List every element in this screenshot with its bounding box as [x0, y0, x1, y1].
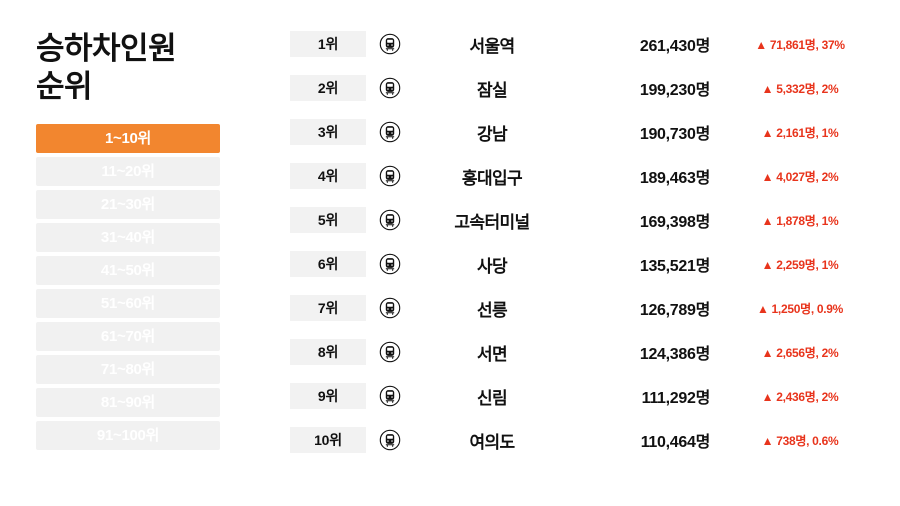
table-row[interactable]: 3위 강남 190,730명 ▲ 2,161명, 1% — [290, 110, 880, 154]
range-filter-rank-3140[interactable]: 31~40위 — [36, 222, 220, 252]
station-name: 신림 — [476, 388, 508, 408]
range-filter-rank-110[interactable]: 1~10위 — [36, 123, 220, 153]
table-row[interactable]: 8위 서면 124,386명 ▲ 2,656명, 2% — [290, 330, 880, 374]
delta-badge: ▲ 2,259명, 1% — [761, 257, 839, 272]
passenger-count: 110,464명 — [640, 434, 711, 451]
range-filter-rank-2130[interactable]: 21~30위 — [36, 189, 220, 219]
delta-badge: ▲ 5,332명, 2% — [761, 81, 839, 96]
rank-cell: 3위 — [290, 119, 366, 145]
subway-icon — [379, 209, 401, 231]
rank-cell: 4위 — [290, 163, 366, 189]
passenger-count: 124,386명 — [639, 346, 710, 363]
range-filter-rank-8190[interactable]: 81~90위 — [36, 387, 220, 417]
passenger-count: 190,730명 — [639, 126, 710, 143]
page-title: 승하차인원 순위 — [36, 31, 177, 104]
range-filter-rank-1120[interactable]: 11~20위 — [36, 156, 220, 186]
passenger-count: 169,398명 — [639, 214, 710, 231]
transit-icon-cell — [366, 341, 414, 363]
rank-badge: 5위 — [290, 207, 366, 233]
station-name: 서면 — [476, 344, 508, 364]
subway-icon — [379, 385, 401, 407]
range-filter-rank-5160[interactable]: 51~60위 — [36, 288, 220, 318]
delta-badge: ▲ 1,250명, 0.9% — [756, 301, 844, 316]
rank-badge: 2위 — [290, 75, 366, 101]
station-name: 강남 — [476, 124, 508, 144]
rank-badge: 10위 — [290, 427, 366, 453]
range-filter-rank-7180[interactable]: 71~80위 — [36, 354, 220, 384]
rank-badge: 3위 — [290, 119, 366, 145]
station-name: 홍대입구 — [461, 168, 523, 188]
transit-icon-cell — [366, 385, 414, 407]
station-name: 잠실 — [476, 80, 508, 100]
ranking-table: 1위 서울역 261,430명 ▲ 71,861명, 37% 2위 잠실 199,230명 ▲… — [290, 22, 880, 462]
rank-cell: 9위 — [290, 383, 366, 409]
rank-cell: 8위 — [290, 339, 366, 365]
passenger-count: 189,463명 — [639, 170, 710, 187]
station-name: 사당 — [476, 256, 508, 276]
rank-badge: 4위 — [290, 163, 366, 189]
table-row[interactable]: 7위 선릉 126,789명 ▲ 1,250명, 0.9% — [290, 286, 880, 330]
rank-cell: 2위 — [290, 75, 366, 101]
range-filter-rank-91100[interactable]: 91~100위 — [36, 420, 220, 450]
rank-badge: 8위 — [290, 339, 366, 365]
range-filter-rank-6170[interactable]: 61~70위 — [36, 321, 220, 351]
rank-cell: 5위 — [290, 207, 366, 233]
station-name: 선릉 — [476, 300, 508, 320]
delta-badge: ▲ 71,861명, 37% — [755, 37, 845, 52]
transit-icon-cell — [366, 297, 414, 319]
rank-badge: 9위 — [290, 383, 366, 409]
sidebar: 승하차인원 순위 1~10위 11~20위 21~30위 31~40위 41~50위 51… — [36, 30, 220, 450]
transit-icon-cell — [366, 429, 414, 451]
subway-icon — [379, 297, 401, 319]
passenger-count: 126,789명 — [639, 302, 710, 319]
transit-icon-cell — [366, 77, 414, 99]
passenger-count: 111,292명 — [641, 390, 711, 407]
station-name: 여의도 — [469, 432, 515, 452]
rank-cell: 1위 — [290, 31, 366, 57]
rank-cell: 7위 — [290, 295, 366, 321]
subway-icon — [379, 253, 401, 275]
rank-cell: 10위 — [290, 427, 366, 453]
delta-badge: ▲ 2,656명, 2% — [761, 345, 839, 360]
table-row[interactable]: 5위 고속터미널 169,398명 ▲ 1,878명, 1% — [290, 198, 880, 242]
subway-icon — [379, 165, 401, 187]
passenger-count: 199,230명 — [639, 82, 710, 99]
table-row[interactable]: 6위 사당 135,521명 ▲ 2,259명, 1% — [290, 242, 880, 286]
passenger-count: 261,430명 — [639, 38, 710, 55]
subway-icon — [379, 33, 401, 55]
rank-badge: 6위 — [290, 251, 366, 277]
transit-icon-cell — [366, 33, 414, 55]
subway-icon — [379, 429, 401, 451]
transit-icon-cell — [366, 209, 414, 231]
station-name: 고속터미널 — [454, 212, 530, 232]
transit-icon-cell — [366, 121, 414, 143]
rank-badge: 1위 — [290, 31, 366, 57]
range-filter-list: 1~10위 11~20위 21~30위 31~40위 41~50위 51~60위 61~70… — [36, 123, 220, 450]
transit-icon-cell — [366, 253, 414, 275]
table-row[interactable]: 4위 홍대입구 189,463명 ▲ 4,027명, 2% — [290, 154, 880, 198]
table-row[interactable]: 9위 신림 111,292명 ▲ 2,436명, 2% — [290, 374, 880, 418]
table-row[interactable]: 1위 서울역 261,430명 ▲ 71,861명, 37% — [290, 22, 880, 66]
delta-badge: ▲ 1,878명, 1% — [761, 213, 839, 228]
passenger-count: 135,521명 — [639, 258, 710, 275]
delta-badge: ▲ 2,161명, 1% — [761, 125, 839, 140]
delta-badge: ▲ 738명, 0.6% — [761, 433, 839, 448]
table-row[interactable]: 10위 여의도 110,464명 ▲ 738명, 0.6% — [290, 418, 880, 462]
table-row[interactable]: 2위 잠실 199,230명 ▲ 5,332명, 2% — [290, 66, 880, 110]
delta-badge: ▲ 4,027명, 2% — [761, 169, 839, 184]
subway-icon — [379, 341, 401, 363]
station-name: 서울역 — [469, 36, 515, 56]
subway-icon — [379, 121, 401, 143]
subway-icon — [379, 77, 401, 99]
rank-cell: 6위 — [290, 251, 366, 277]
delta-badge: ▲ 2,436명, 2% — [761, 389, 839, 404]
transit-icon-cell — [366, 165, 414, 187]
range-filter-rank-4150[interactable]: 41~50위 — [36, 255, 220, 285]
rank-badge: 7위 — [290, 295, 366, 321]
